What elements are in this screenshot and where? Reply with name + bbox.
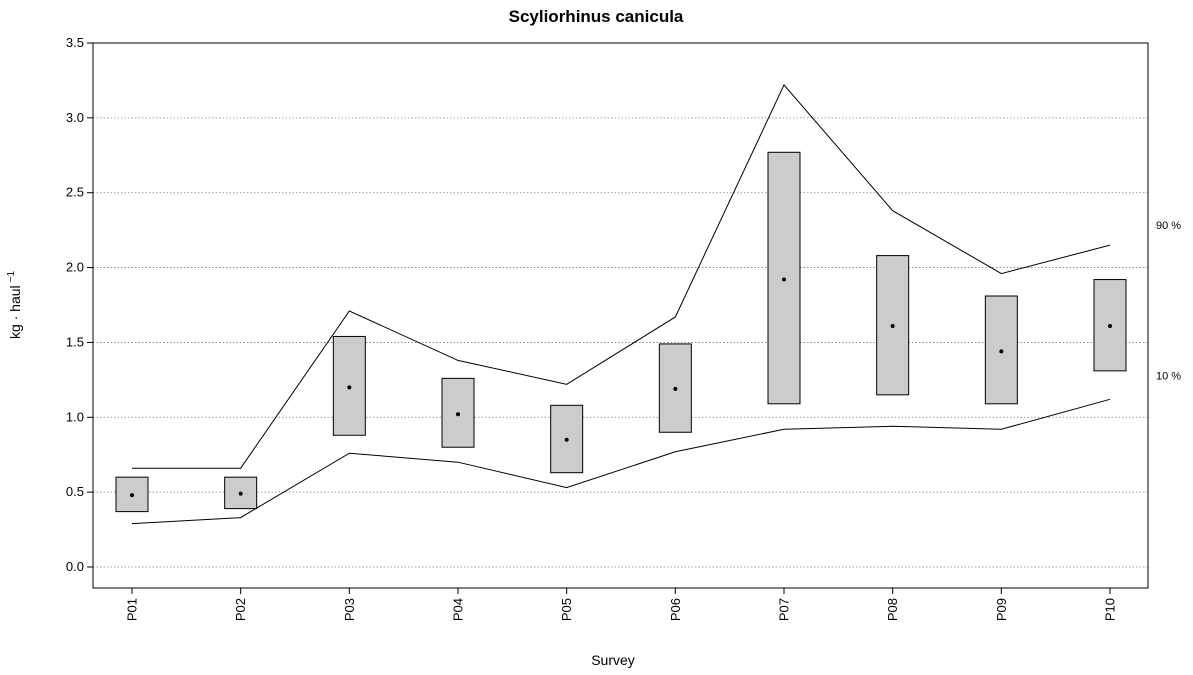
y-tick-label: 2.5 <box>66 185 84 200</box>
mean-point <box>1108 323 1112 328</box>
plot-frame <box>92 42 1149 589</box>
x-tick-label: P02 <box>233 598 248 621</box>
percentile-10-label: 10 % <box>1156 370 1181 382</box>
mean-point <box>238 491 243 496</box>
x-tick-label: P01 <box>125 598 140 621</box>
mean-point <box>564 437 569 442</box>
y-tick-label: 3.0 <box>66 110 84 125</box>
x-tick-label: P06 <box>668 598 683 621</box>
y-tick-label: 2.0 <box>66 260 84 275</box>
y-tick-label: 0.0 <box>66 559 84 574</box>
percentile-10-line <box>131 398 1111 525</box>
percentile-90-label: 90 % <box>1156 220 1181 232</box>
y-tick-label: 1.0 <box>66 409 84 424</box>
y-tick-label: 1.5 <box>66 334 84 349</box>
y-axis-label-exponent: −1 <box>6 271 17 283</box>
percentile-90-line <box>132 84 1111 469</box>
x-axis: P01 P02 P03 P04 P05 P06 P07 P08 P09 P10 <box>125 588 1118 621</box>
y-axis: 0.0 0.5 1.0 1.5 2.0 2.5 3.0 3.5 <box>66 35 94 588</box>
y-axis-label-text: kg · haul <box>7 285 23 339</box>
boxes <box>115 151 1127 513</box>
y-tick-label: 3.5 <box>66 35 84 50</box>
mean-point <box>456 412 460 417</box>
x-tick-label: P05 <box>559 598 574 621</box>
mean-point <box>782 277 786 282</box>
y-axis-label: kg · haul −1 <box>6 271 23 340</box>
x-axis-label: Survey <box>591 652 635 668</box>
x-tick-label: P08 <box>885 598 900 621</box>
x-tick-label: P04 <box>451 598 466 621</box>
percentile-lines: 90 % 10 % <box>131 84 1181 525</box>
chart-title: Scyliorhinus canicula <box>509 7 684 26</box>
x-tick-label: P07 <box>777 598 792 621</box>
x-tick-label: P09 <box>994 598 1009 621</box>
mean-point <box>890 323 895 328</box>
x-tick-label: P03 <box>342 598 357 621</box>
mean-point <box>347 385 352 390</box>
x-tick-label: P10 <box>1103 598 1118 621</box>
y-tick-label: 0.5 <box>66 484 84 499</box>
mean-point <box>999 349 1004 354</box>
mean-point <box>130 493 134 498</box>
mean-point <box>673 386 678 391</box>
